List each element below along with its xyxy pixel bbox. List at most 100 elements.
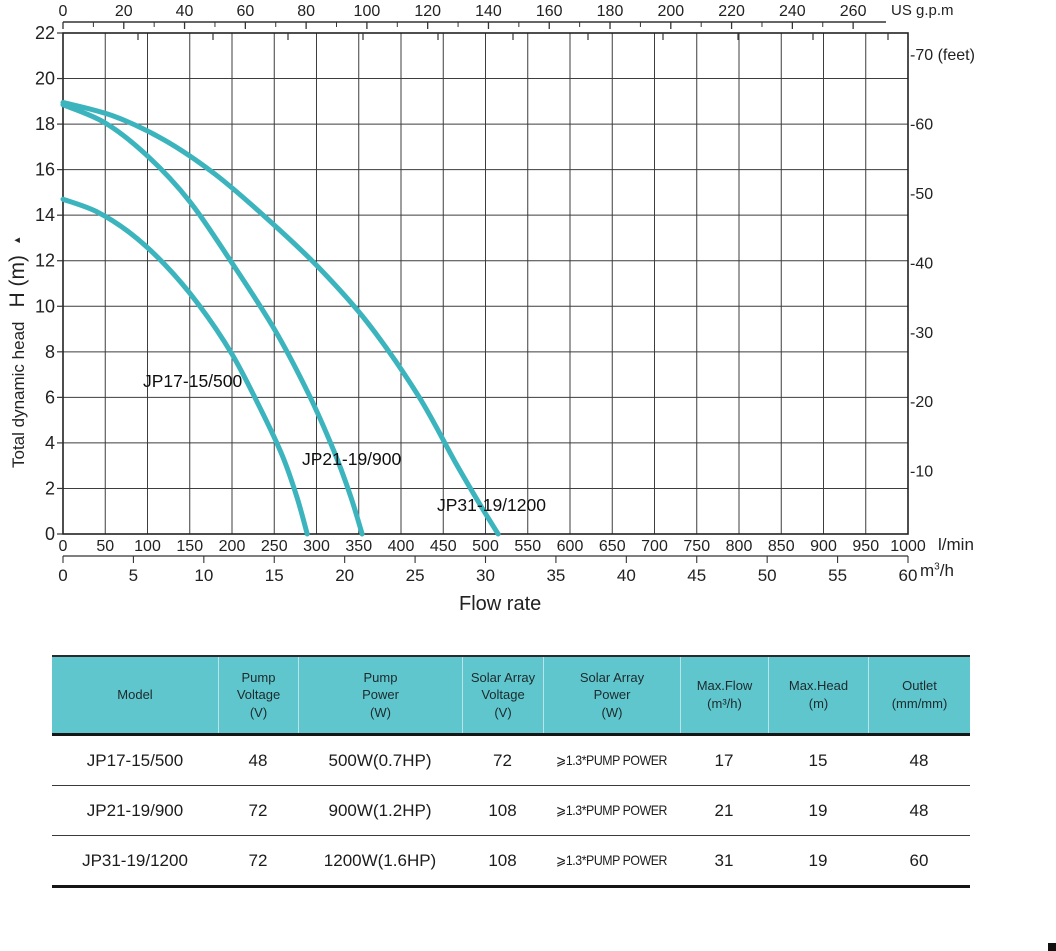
- table-cell: 900W(1.2HP): [328, 800, 432, 820]
- head-tick-label: 16: [35, 160, 55, 180]
- feet-tick-label: -70 (feet): [910, 47, 975, 64]
- lmin-unit-label: l/min: [938, 535, 974, 554]
- feet-tick-label: -50: [910, 186, 933, 203]
- feet-tick-label: -10: [910, 464, 933, 481]
- table-cell: JP21-19/900: [86, 800, 184, 820]
- feet-tick-label: -40: [910, 255, 933, 272]
- head-tick-label: 12: [35, 251, 55, 271]
- table-header-line: Voltage: [481, 687, 525, 703]
- lmin-tick-label: 950: [852, 538, 879, 555]
- m3h-tick-label: 55: [828, 566, 847, 585]
- gpm-tick-label: 160: [536, 3, 563, 20]
- m3h-tick-label: 30: [476, 566, 495, 585]
- m3h-unit-label: m3/h: [920, 561, 954, 580]
- table-cell: 72: [248, 800, 268, 820]
- lmin-tick-label: 0: [59, 538, 68, 555]
- table-header-line: Model: [117, 687, 153, 703]
- table-header-line: Solar Array: [470, 669, 536, 685]
- lmin-tick-label: 700: [641, 538, 668, 555]
- m3h-tick-label: 40: [617, 566, 636, 585]
- table-header-line: (V): [494, 704, 512, 720]
- m3h-tick-label: 5: [129, 566, 138, 585]
- table-header-cell: Pump Voltage (V): [218, 657, 298, 733]
- table-cell: ⩾1.3*PUMP POWER: [556, 802, 667, 818]
- table-header-line: Power: [362, 687, 399, 703]
- table-header-line: Outlet: [902, 678, 937, 694]
- head-tick-label: 2: [45, 478, 55, 498]
- head-tick-label: 6: [45, 387, 55, 407]
- table-header-cell: Max.Flow (m³/h): [680, 657, 768, 733]
- plot-frame: [62, 32, 909, 535]
- gpm-tick-label: 80: [297, 3, 315, 20]
- head-tick-label: 4: [45, 433, 55, 453]
- head-tick-label: 8: [45, 342, 55, 362]
- curve-label: JP17-15/500: [143, 371, 243, 391]
- m3h-tick-label: 20: [335, 566, 354, 585]
- feet-tick-label: -20: [910, 394, 933, 411]
- gpm-tick-label: 140: [475, 3, 502, 20]
- lmin-tick-label: 800: [726, 538, 753, 555]
- head-tick-label: 20: [35, 69, 55, 89]
- head-tick-label: 18: [35, 114, 55, 134]
- head-tick-label: 10: [35, 296, 55, 316]
- gpm-tick-label: 220: [718, 3, 745, 20]
- table-cell: 72: [493, 750, 512, 770]
- table-header-line: Max.Head: [788, 678, 849, 694]
- lmin-tick-label: 1000: [890, 538, 926, 555]
- table-cell: JP31-19/1200: [82, 850, 188, 870]
- lmin-tick-label: 300: [303, 538, 330, 555]
- curve-label: JP31-19/1200: [437, 495, 546, 515]
- table-row: JP17-15/500 48 500W(0.7HP) 72 ⩾1.3*PUMP POWE…: [52, 736, 970, 786]
- m3h-sup: 3: [934, 561, 940, 573]
- y-axis-title-symbol: H (m): [6, 255, 29, 307]
- pump-curve-JP31-19/1200: [60, 99, 501, 537]
- gpm-tick-label: 100: [354, 3, 381, 20]
- table-cell: 15: [808, 750, 828, 770]
- lmin-tick-label: 400: [388, 538, 415, 555]
- gpm-tick-label: 120: [414, 3, 441, 20]
- lmin-tick-label: 650: [599, 538, 626, 555]
- y-axis-title-text: Total dynamic head: [9, 322, 28, 468]
- table-header-row: Model Pump Voltage (V) Pump Power (W) Solar Arr…: [52, 657, 970, 736]
- table-header-line: Pump: [363, 669, 398, 685]
- table-header-cell: Model: [52, 657, 218, 733]
- table-cell: 72: [248, 850, 268, 870]
- lmin-tick-label: 350: [345, 538, 372, 555]
- lmin-tick-label: 750: [683, 538, 710, 555]
- table-header-line: Pump: [241, 669, 276, 685]
- table-cell: 48: [909, 800, 929, 820]
- m3h-tick-label: 50: [758, 566, 777, 585]
- head-tick-label: 22: [35, 23, 55, 43]
- m3h-tick-label: 25: [406, 566, 425, 585]
- table-header-line: (m³/h): [707, 696, 742, 711]
- lmin-tick-label: 200: [219, 538, 246, 555]
- gpm-tick-label: 40: [176, 3, 194, 20]
- gpm-tick-label: 20: [115, 3, 133, 20]
- y-axis-title: Total dynamic head H (m) ▴: [6, 237, 29, 468]
- pump-curve-JP21-19/900: [60, 102, 365, 537]
- corner-artifact: [1048, 943, 1056, 951]
- lmin-tick-label: 850: [768, 538, 795, 555]
- table-header-line: Voltage: [236, 687, 281, 703]
- lmin-tick-label: 900: [810, 538, 837, 555]
- table-cell: ⩾1.3*PUMP POWER: [556, 752, 667, 768]
- table-header-line: (W): [601, 704, 623, 720]
- table-cell: 48: [248, 750, 268, 770]
- table-cell: 48: [909, 750, 929, 770]
- table-header-line: (m): [808, 696, 829, 711]
- pump-curve-chart: 0 20 40 60 80 100 120 140 160 180 200 220 240 2602220…: [6, 3, 975, 585]
- gpm-tick-label: 240: [779, 3, 806, 20]
- gpm-tick-label: 200: [657, 3, 684, 20]
- table-header-line: Solar Array: [579, 669, 645, 685]
- head-tick-label: 0: [45, 524, 55, 544]
- pump-curve-JP17-15/500: [60, 196, 310, 537]
- table-header-cell: Solar Array Power (W): [543, 657, 680, 733]
- table-cell: 1200W(1.6HP): [323, 850, 437, 870]
- head-tick-label: 14: [35, 205, 55, 225]
- table-cell: 108: [488, 800, 517, 820]
- table-cell: ⩾1.3*PUMP POWER: [556, 852, 667, 868]
- table-cell: 108: [488, 850, 517, 870]
- lmin-tick-label: 600: [557, 538, 584, 555]
- gpm-tick-label: 60: [236, 3, 254, 20]
